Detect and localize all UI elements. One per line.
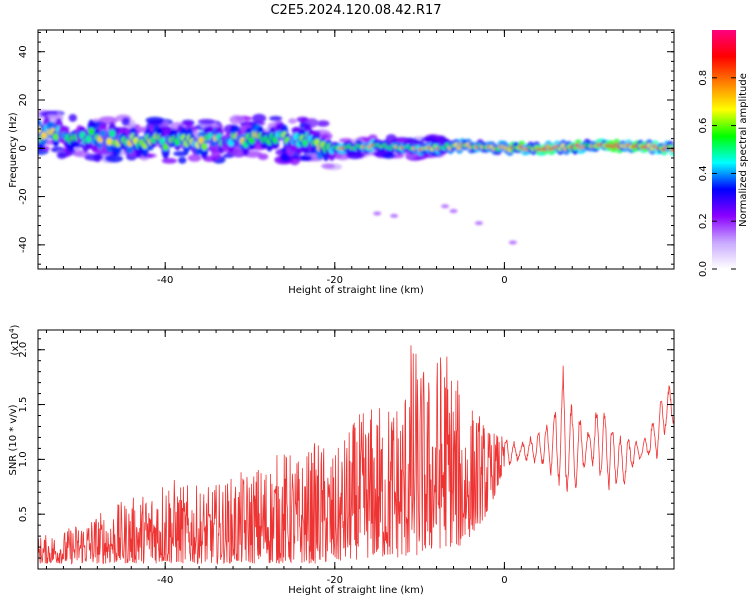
x-tick-label: -40 [157,275,173,286]
heatmap-cell [85,135,92,143]
heatmap-cell [316,120,330,127]
heatmap-cell [38,125,41,134]
x-tick-label: -40 [157,575,173,586]
heatmap-cell [56,151,67,159]
heatmap-cell [421,136,436,142]
y-tick-label: 2.0 [18,342,29,358]
x-tick-label: 0 [501,575,507,586]
y-tick-label: 1.0 [18,451,29,467]
heatmap-cell [109,129,116,138]
heatmap-cell [182,121,194,126]
y-tick-label: 20 [18,94,29,107]
heatmap-cell [178,156,187,164]
y-tick-label: 0 [18,145,29,151]
heatmap-cell [390,213,399,218]
bottom-plot-frame [37,329,675,570]
colorbar-tick-label: 0.6 [698,118,709,134]
heatmap-cell [84,153,104,161]
heatmap-cell [146,119,164,126]
y-tick-label: 0.5 [18,506,29,522]
chart-title: C2E5.2024.120.08.42.R17 [270,3,441,18]
heatmap-cell [161,157,178,164]
snr-series [38,345,674,565]
heatmap-cell [449,209,458,214]
colorbar-tick-label: 0.4 [698,165,709,181]
heatmap-cell [121,117,131,126]
bottom-y-scale-label: (x104) [8,324,21,355]
heatmap-cell [100,129,107,138]
colorbar-label: Normalized spectral amplitude [738,73,749,227]
heatmap-cell [197,118,215,125]
heatmap-cell [198,136,205,145]
heatmap-cell [40,131,47,140]
x-tick-label: -20 [327,275,343,286]
heatmap-cell [474,221,483,226]
colorbar-tick-label: 0.0 [698,261,709,277]
x-tick-label: 0 [501,275,507,286]
y-tick-label: -20 [18,188,29,204]
snr-line [38,345,674,565]
heatmap-cell [269,115,283,122]
heatmap-cell [106,137,113,146]
x-tick-label: -20 [327,575,343,586]
heatmap-cell [229,114,244,125]
top-x-ticks: -40 -20 0 [45,30,675,286]
heatmap-cell [288,118,297,124]
colorbar-ticks: 0.0 0.2 0.4 0.6 0.8 [698,70,736,277]
bottom-y-axis-label: SNR (10 * v/v) [8,404,19,475]
heatmap-cell [222,153,235,158]
heatmap-cell [373,211,382,216]
heatmap-cell [88,127,95,136]
top-x-axis-label: Height of straight line (km) [288,285,424,296]
heatmap-cell [320,133,329,139]
heatmap-cell [441,204,450,209]
heatmap-cell [104,154,124,163]
heatmap-cell [251,113,267,123]
heatmap-cell [321,163,335,169]
top-y-axis-label: Frequency (Hz) [8,112,19,188]
colorbar-tick-label: 0.2 [698,213,709,229]
colorbar [712,30,736,269]
y-tick-label: 40 [18,45,29,58]
heatmap-cell [68,113,77,122]
heatmap-cell [52,133,59,141]
top-y-ticks: -40 -20 0 20 40 [18,31,674,265]
y-tick-label: 1.5 [18,397,29,413]
heatmap-cell [302,138,309,147]
heatmap-cell [173,151,189,157]
heatmap-cell [296,116,309,123]
bottom-y-ticks: 0.5 1.0 1.5 2.0 [18,338,674,570]
heatmap-cell [508,240,517,245]
bottom-x-ticks: -40 -20 0 [45,330,675,586]
spectrogram-heatmap [38,109,674,245]
bottom-x-axis-label: Height of straight line (km) [288,585,424,596]
heatmap-cell [187,154,202,162]
heatmap-cell [201,142,208,151]
heatmap-cell [46,114,58,119]
colorbar-tick-label: 0.8 [698,70,709,86]
y-tick-label: -40 [18,237,29,253]
top-plot-frame [37,29,675,270]
